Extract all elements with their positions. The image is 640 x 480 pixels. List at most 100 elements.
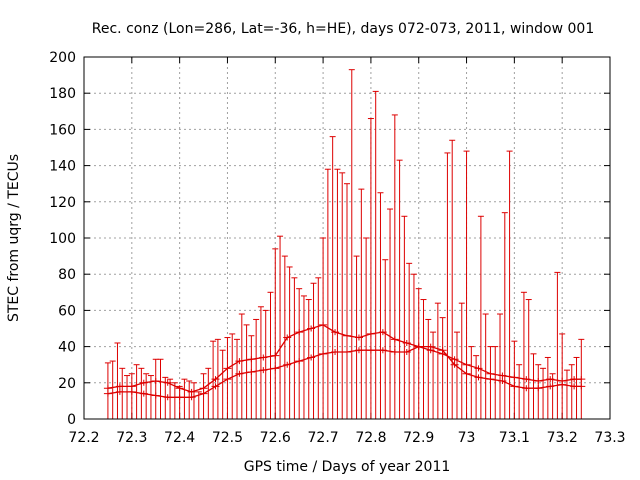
data-point (271, 365, 280, 372)
data-point (199, 390, 208, 397)
data-point (187, 394, 196, 401)
data-point (115, 383, 124, 390)
data-point (331, 349, 340, 356)
data-point (577, 376, 586, 383)
plot-frame (83, 56, 611, 420)
chart-title: Rec. conz (Lon=286, Lat=-36, h=HE), days… (92, 21, 594, 37)
data-point (534, 385, 543, 392)
data-point (283, 334, 292, 341)
data-point (199, 385, 208, 392)
data-point (354, 347, 363, 354)
data-point (151, 392, 160, 399)
data-point (450, 361, 459, 368)
data-point (271, 352, 280, 359)
data-point (546, 383, 555, 390)
data-point (474, 374, 483, 381)
y-tick-label: 0 (67, 412, 76, 428)
x-tick-label: 73 (458, 430, 476, 446)
x-tick-label: 73.1 (499, 430, 530, 446)
data-point (187, 388, 196, 395)
data-point (426, 347, 435, 354)
data-point (307, 325, 316, 332)
data-point (474, 365, 483, 372)
series-line (107, 324, 582, 393)
x-tick-label: 72.6 (260, 430, 291, 446)
data-point (510, 383, 519, 390)
data-point (103, 390, 112, 397)
x-axis: 72.2 72.3 72.4 72.5 72.6 72.7 72.8 72.9 73 73.1 73… (68, 57, 626, 446)
data-point (115, 388, 124, 395)
y-tick-label: 100 (49, 231, 76, 247)
data-point (522, 385, 531, 392)
data-point (319, 350, 328, 357)
data-point (402, 349, 411, 356)
data-point (577, 383, 586, 390)
y-tick-label: 140 (49, 159, 76, 175)
data-point (175, 385, 184, 392)
error-bars (104, 69, 585, 419)
data-point (534, 377, 543, 384)
y-axis: 0 20 40 60 80 100 120 140 160 180 200 (49, 50, 610, 428)
data-point (331, 329, 340, 336)
data-point (354, 334, 363, 341)
data-point (139, 379, 148, 386)
data-point (235, 370, 244, 377)
y-tick-label: 180 (49, 86, 76, 102)
data-point (450, 356, 459, 363)
x-tick-label: 72.5 (212, 430, 243, 446)
data-point (510, 374, 519, 381)
data-point (295, 358, 304, 365)
data-point (211, 383, 220, 390)
data-point (343, 349, 351, 356)
data-point (223, 365, 232, 372)
data-point (163, 394, 172, 401)
data-point (127, 383, 136, 390)
x-tick-label: 72.7 (308, 430, 339, 446)
x-tick-label: 72.8 (355, 430, 386, 446)
data-point (402, 339, 411, 346)
data-point (247, 356, 256, 363)
data-point (558, 377, 567, 384)
data-point (378, 347, 387, 354)
data-point (295, 329, 304, 336)
series-line (107, 345, 582, 398)
data-point (343, 332, 351, 339)
data-point (570, 376, 579, 383)
y-tick-label: 200 (49, 50, 76, 66)
data-point (163, 379, 172, 386)
data-point (570, 383, 579, 390)
data-point (211, 376, 220, 383)
series-lines (103, 321, 586, 401)
data-point (438, 350, 447, 357)
data-point (151, 377, 160, 384)
y-tick-label: 80 (58, 267, 76, 283)
data-point (498, 372, 507, 379)
y-tick-label: 160 (49, 122, 76, 138)
data-point (486, 376, 495, 383)
data-point (486, 370, 495, 377)
data-point (366, 347, 375, 354)
data-point (390, 336, 399, 343)
data-point (235, 358, 244, 365)
data-point (175, 394, 184, 401)
data-point (139, 390, 148, 397)
data-point (307, 354, 316, 361)
data-point (522, 376, 531, 383)
data-point (259, 367, 268, 374)
data-point (462, 370, 471, 377)
data-point (366, 330, 375, 337)
data-point (103, 385, 112, 392)
data-point (127, 388, 136, 395)
data-point (223, 376, 232, 383)
x-tick-label: 72.9 (403, 430, 434, 446)
data-point (414, 343, 423, 350)
y-tick-label: 60 (58, 303, 76, 319)
data-point (546, 376, 555, 383)
x-tick-label: 73.2 (547, 430, 578, 446)
y-axis-label: STEC from uqrg / TECUs (6, 154, 22, 322)
x-tick-label: 72.4 (164, 430, 195, 446)
data-point (378, 329, 387, 336)
data-point (259, 354, 268, 361)
y-tick-label: 120 (49, 195, 76, 211)
